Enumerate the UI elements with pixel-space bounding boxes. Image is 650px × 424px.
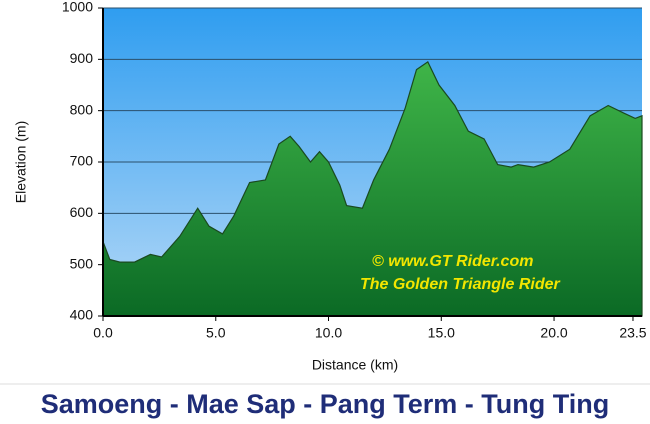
y-tick-label: 400 — [70, 307, 94, 323]
y-axis-label: Elevation (m) — [13, 121, 29, 203]
x-tick-label: 23.5 — [619, 325, 646, 341]
y-tick-label: 1000 — [62, 0, 93, 15]
elevation-area — [102, 61, 643, 317]
y-tick-label: 700 — [70, 153, 94, 169]
annotation: The Golden Triangle Rider — [360, 276, 561, 293]
x-tick-label: 5.0 — [206, 325, 226, 341]
y-tick-label: 900 — [70, 50, 94, 66]
y-tick-label: 500 — [70, 255, 94, 271]
annotation: © www.GT Rider.com — [372, 253, 533, 270]
x-tick-label: 0.0 — [93, 325, 113, 341]
x-tick-label: 15.0 — [428, 325, 455, 341]
x-axis-label: Distance (km) — [312, 357, 398, 373]
x-tick-label: 20.0 — [540, 325, 567, 341]
chart-title: Samoeng - Mae Sap - Pang Term - Tung Tin… — [41, 389, 610, 419]
y-tick-label: 800 — [70, 101, 94, 117]
x-tick-label: 10.0 — [315, 325, 342, 341]
y-tick-label: 600 — [70, 204, 94, 220]
